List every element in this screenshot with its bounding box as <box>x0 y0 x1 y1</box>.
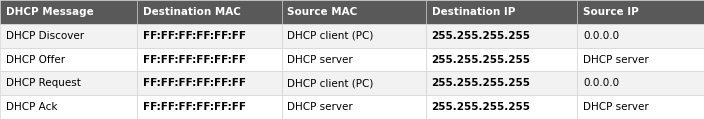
FancyBboxPatch shape <box>577 71 704 95</box>
FancyBboxPatch shape <box>282 24 426 48</box>
Text: FF:FF:FF:FF:FF:FF: FF:FF:FF:FF:FF:FF <box>143 31 246 41</box>
FancyBboxPatch shape <box>137 24 282 48</box>
FancyBboxPatch shape <box>426 71 577 95</box>
FancyBboxPatch shape <box>577 24 704 48</box>
FancyBboxPatch shape <box>282 95 426 119</box>
Text: DHCP server: DHCP server <box>583 102 648 112</box>
Text: Destination MAC: Destination MAC <box>143 7 241 17</box>
Text: DHCP server: DHCP server <box>287 102 353 112</box>
FancyBboxPatch shape <box>282 0 426 24</box>
FancyBboxPatch shape <box>0 95 137 119</box>
FancyBboxPatch shape <box>426 24 577 48</box>
FancyBboxPatch shape <box>426 48 577 71</box>
FancyBboxPatch shape <box>282 71 426 95</box>
FancyBboxPatch shape <box>282 48 426 71</box>
Text: DHCP Message: DHCP Message <box>6 7 94 17</box>
FancyBboxPatch shape <box>577 0 704 24</box>
FancyBboxPatch shape <box>426 95 577 119</box>
Text: DHCP client (PC): DHCP client (PC) <box>287 31 374 41</box>
FancyBboxPatch shape <box>577 48 704 71</box>
Text: DHCP Ack: DHCP Ack <box>6 102 57 112</box>
FancyBboxPatch shape <box>137 0 282 24</box>
FancyBboxPatch shape <box>577 95 704 119</box>
Text: DHCP Discover: DHCP Discover <box>6 31 84 41</box>
Text: DHCP server: DHCP server <box>287 55 353 64</box>
Text: 0.0.0.0: 0.0.0.0 <box>583 31 619 41</box>
Text: 255.255.255.255: 255.255.255.255 <box>432 78 531 88</box>
Text: DHCP Request: DHCP Request <box>6 78 80 88</box>
FancyBboxPatch shape <box>137 71 282 95</box>
Text: FF:FF:FF:FF:FF:FF: FF:FF:FF:FF:FF:FF <box>143 102 246 112</box>
Text: 255.255.255.255: 255.255.255.255 <box>432 31 531 41</box>
FancyBboxPatch shape <box>426 0 577 24</box>
Text: FF:FF:FF:FF:FF:FF: FF:FF:FF:FF:FF:FF <box>143 55 246 64</box>
FancyBboxPatch shape <box>0 71 137 95</box>
FancyBboxPatch shape <box>137 48 282 71</box>
Text: Source IP: Source IP <box>583 7 639 17</box>
Text: Source MAC: Source MAC <box>287 7 358 17</box>
FancyBboxPatch shape <box>0 48 137 71</box>
Text: 0.0.0.0: 0.0.0.0 <box>583 78 619 88</box>
Text: DHCP client (PC): DHCP client (PC) <box>287 78 374 88</box>
FancyBboxPatch shape <box>137 95 282 119</box>
FancyBboxPatch shape <box>0 24 137 48</box>
Text: 255.255.255.255: 255.255.255.255 <box>432 55 531 64</box>
Text: 255.255.255.255: 255.255.255.255 <box>432 102 531 112</box>
Text: DHCP Offer: DHCP Offer <box>6 55 65 64</box>
Text: DHCP server: DHCP server <box>583 55 648 64</box>
Text: Destination IP: Destination IP <box>432 7 515 17</box>
FancyBboxPatch shape <box>0 0 137 24</box>
Text: FF:FF:FF:FF:FF:FF: FF:FF:FF:FF:FF:FF <box>143 78 246 88</box>
